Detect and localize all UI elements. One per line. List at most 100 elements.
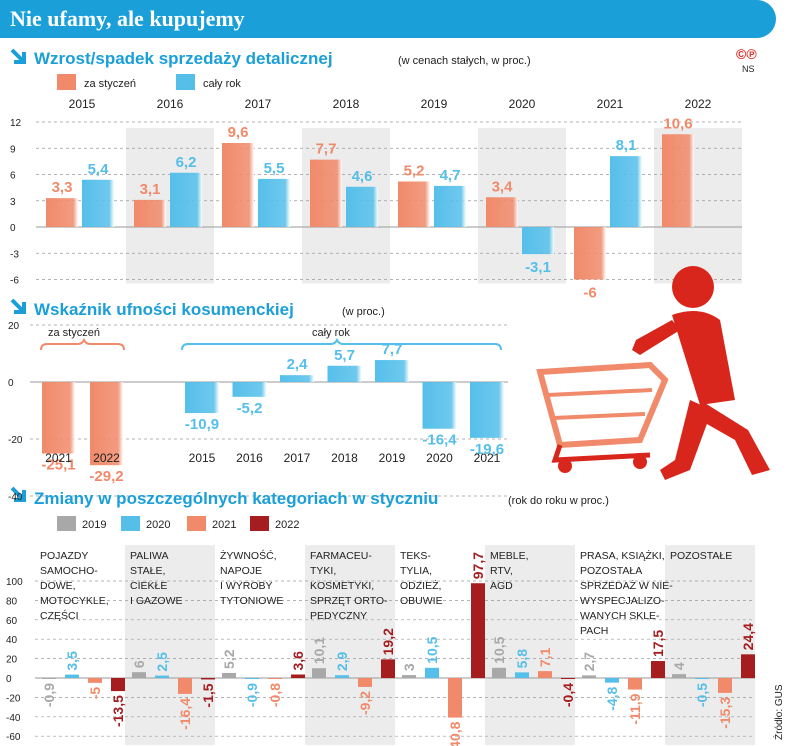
category-label: TYLIA,: [400, 565, 432, 577]
data-label: 10,6: [663, 115, 692, 132]
bar: [46, 198, 78, 227]
data-label: 2,9: [334, 652, 350, 672]
category-label: AGD: [490, 580, 513, 592]
bar: [358, 678, 372, 687]
y-tick-label: -20: [6, 693, 21, 704]
bar: [486, 197, 518, 227]
category-label: RTV,: [490, 565, 513, 577]
data-label: 4: [671, 662, 687, 670]
category-label: MEBLE,: [490, 550, 529, 562]
year-label: 2019: [379, 451, 406, 465]
data-label: -0,5: [694, 683, 710, 707]
bar: [471, 583, 485, 678]
data-label: 8,1: [616, 137, 637, 154]
y-tick-label: 12: [10, 118, 22, 129]
category-label: NAPOJE: [220, 565, 262, 577]
data-label: -5: [87, 687, 103, 700]
bar: [605, 678, 619, 683]
bar: [155, 675, 169, 678]
data-label: -1,5: [200, 683, 216, 707]
bar: [628, 678, 642, 690]
legend-label-january: za styczeń: [84, 78, 136, 90]
source-note: Źródło: GUS: [772, 684, 785, 740]
header-background: [0, 0, 776, 38]
bar: [561, 678, 575, 679]
data-label: -16,4: [177, 698, 193, 730]
data-label: 3,1: [140, 181, 161, 198]
category-label: I WYROBY: [220, 580, 273, 592]
bar: [82, 179, 114, 227]
bar: [201, 678, 215, 680]
category-label: OBUWIE: [400, 595, 443, 607]
legend-swatch-january: [57, 74, 76, 90]
bar: [470, 382, 504, 438]
bracket-january: [40, 337, 125, 351]
category-label: TYKI,: [310, 565, 336, 577]
data-label: 3,4: [492, 178, 514, 195]
data-label: 5,4: [88, 161, 110, 178]
y-tick-label: 6: [10, 171, 16, 182]
bar: [610, 156, 642, 227]
y-tick-label: 20: [8, 321, 20, 332]
data-label: -13,5: [110, 695, 126, 727]
chart1-title: Wzrost/spadek sprzedaży detalicznej: [34, 49, 333, 68]
legend-label-2019: 2019: [82, 519, 106, 531]
bar: [132, 672, 146, 678]
bar: [268, 678, 282, 679]
bar: [185, 382, 219, 414]
data-label: 97,7: [470, 552, 486, 579]
year-label: 2022: [685, 97, 712, 111]
data-label: -10,9: [185, 416, 219, 433]
year-label: 2018: [333, 97, 360, 111]
chart2-title: Wskaźnik ufności kosumenckiej: [34, 300, 294, 319]
bar: [375, 360, 409, 382]
category-label: MOTOCYKLE,: [40, 595, 109, 607]
bar: [651, 661, 665, 678]
bar: [258, 178, 290, 227]
y-tick-label: -20: [8, 435, 23, 446]
legend-label-2022: 2022: [275, 519, 299, 531]
data-label: 7,7: [316, 141, 337, 158]
data-label: 7,1: [537, 647, 553, 667]
y-tick-label: -40: [8, 492, 23, 503]
data-label: 5,2: [404, 163, 425, 180]
category-label: ŻYWNOŚĆ,: [220, 549, 277, 562]
legend-label-full-year: cały rok: [203, 78, 241, 90]
data-label: -3,1: [525, 259, 551, 276]
bar: [695, 678, 709, 679]
chart3-title: Zmiany w poszczególnych kategoriach w st…: [34, 489, 438, 508]
year-label: 2017: [284, 451, 311, 465]
data-label: 2,5: [154, 652, 170, 672]
bar: [434, 185, 466, 227]
category-label: PALIWA: [130, 550, 169, 562]
category-label: CIEKŁE: [130, 580, 167, 592]
y-tick-label: -6: [10, 276, 19, 287]
bar: [134, 199, 166, 227]
data-label: 17,5: [650, 630, 666, 657]
category-label: WYSPECJALIZO-: [580, 595, 665, 607]
category-label: TEKS-: [400, 550, 431, 562]
data-label: 3,3: [52, 179, 73, 196]
copyright-mark: ©℗: [736, 46, 757, 62]
bar: [346, 186, 378, 227]
data-label: -0,9: [244, 683, 260, 707]
bar: [672, 674, 686, 678]
column-band: [125, 545, 215, 745]
bar: [310, 159, 342, 227]
category-label: POJAZDY: [40, 550, 88, 562]
bar: [222, 143, 254, 227]
year-label: 2022: [93, 451, 120, 465]
data-label: 24,4: [740, 623, 756, 650]
data-label: 10,5: [491, 636, 507, 663]
bar: [718, 678, 732, 693]
data-label: 5,8: [514, 649, 530, 669]
chart3-plot: 100 80 60 40 20 0 -20 -40 -60 POJAZDY SAMOCHO- DOWE…: [6, 545, 756, 746]
category-label: TYTONIOWE: [220, 595, 283, 607]
data-label: -25,1: [41, 457, 75, 474]
year-label: 2021: [474, 451, 501, 465]
data-label: -19,6: [470, 441, 504, 458]
bar: [312, 668, 326, 678]
data-label: -16,4: [422, 432, 457, 449]
data-label: 4,6: [352, 168, 373, 185]
